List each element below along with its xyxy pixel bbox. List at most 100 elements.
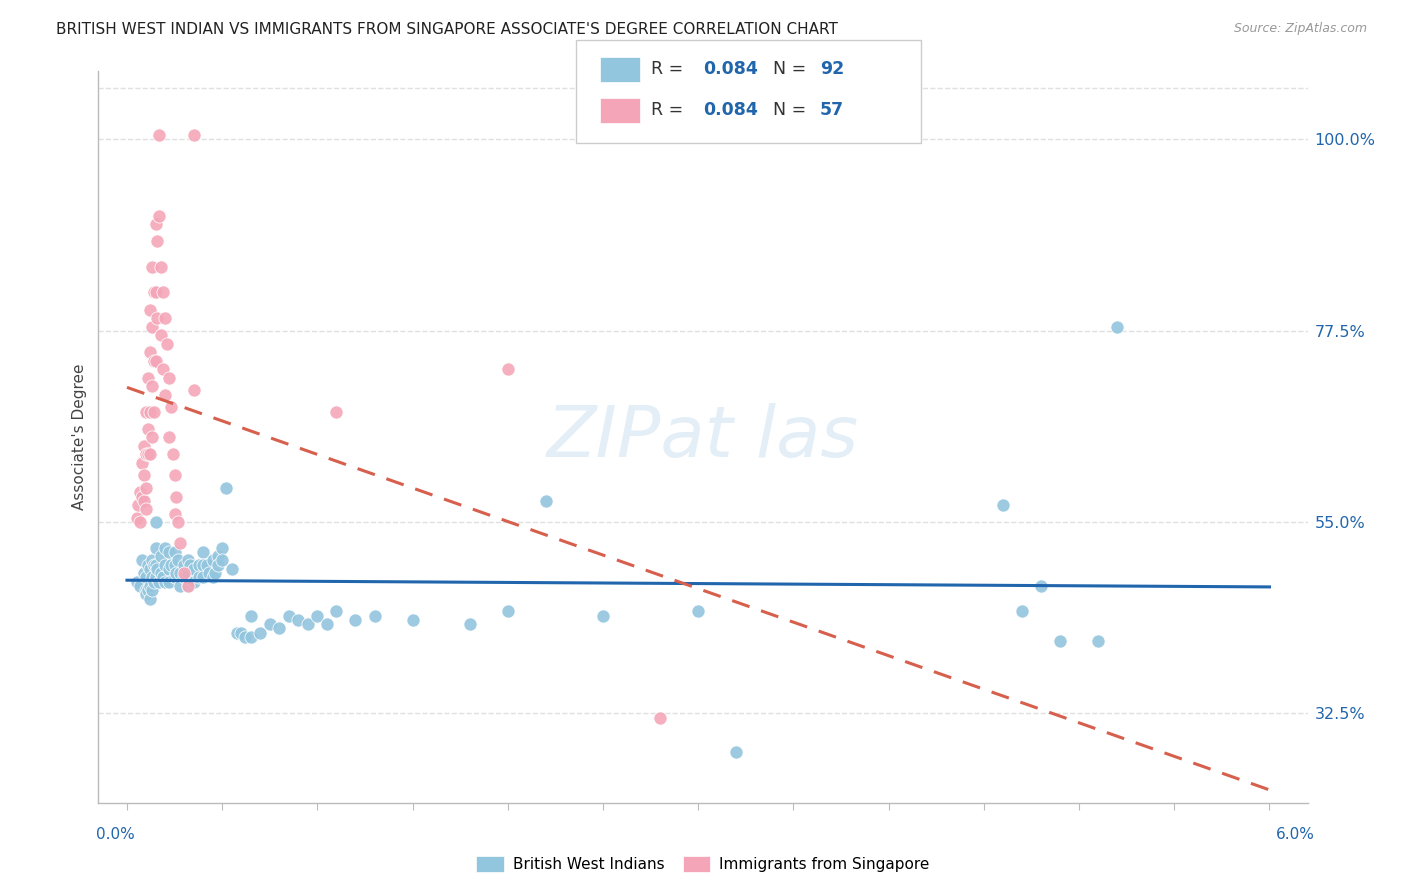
Point bbox=[145, 353, 167, 368]
Point bbox=[148, 128, 170, 143]
Point bbox=[153, 311, 176, 326]
Point bbox=[145, 285, 167, 300]
Point bbox=[239, 608, 262, 623]
Point bbox=[131, 456, 153, 470]
Point bbox=[211, 541, 233, 555]
Point bbox=[233, 630, 256, 644]
Point bbox=[201, 553, 224, 567]
Point bbox=[148, 574, 170, 589]
Text: ZIPat las: ZIPat las bbox=[547, 402, 859, 472]
Point bbox=[211, 553, 233, 567]
Point bbox=[141, 570, 163, 584]
Point bbox=[163, 545, 186, 559]
Point bbox=[183, 562, 205, 576]
Point bbox=[163, 468, 186, 483]
Point bbox=[136, 447, 159, 461]
Point bbox=[183, 574, 205, 589]
Text: R =: R = bbox=[651, 102, 689, 120]
Point bbox=[146, 235, 169, 249]
Point bbox=[145, 515, 167, 529]
Point bbox=[142, 574, 165, 589]
Point bbox=[173, 570, 195, 584]
Point bbox=[259, 617, 281, 632]
Point bbox=[534, 494, 557, 508]
Point bbox=[134, 439, 156, 453]
Point bbox=[163, 570, 186, 584]
Point bbox=[167, 515, 190, 529]
Point bbox=[221, 562, 243, 576]
Point bbox=[231, 625, 253, 640]
Point bbox=[269, 622, 291, 636]
Point bbox=[173, 566, 195, 581]
Point bbox=[142, 353, 165, 368]
Point bbox=[277, 608, 299, 623]
Point bbox=[146, 562, 169, 576]
Point bbox=[156, 336, 179, 351]
Point bbox=[173, 558, 195, 572]
Point bbox=[135, 570, 157, 584]
Point bbox=[153, 574, 176, 589]
Point bbox=[169, 579, 191, 593]
Point bbox=[142, 558, 165, 572]
Point bbox=[344, 613, 367, 627]
Point bbox=[134, 494, 156, 508]
Point bbox=[150, 566, 173, 581]
Point bbox=[177, 553, 200, 567]
Point bbox=[141, 319, 163, 334]
Point bbox=[177, 566, 200, 581]
Point bbox=[1049, 634, 1071, 648]
Point bbox=[150, 260, 173, 274]
Point bbox=[141, 583, 163, 598]
Point bbox=[129, 515, 152, 529]
Point bbox=[650, 711, 672, 725]
Point bbox=[142, 404, 165, 418]
Text: 0.0%: 0.0% bbox=[96, 827, 135, 841]
Point bbox=[325, 604, 347, 618]
Point bbox=[204, 566, 226, 581]
Point bbox=[239, 630, 262, 644]
Point bbox=[363, 608, 385, 623]
Point bbox=[127, 498, 149, 512]
Point bbox=[136, 583, 159, 598]
Point bbox=[191, 570, 214, 584]
Point bbox=[157, 574, 180, 589]
Point bbox=[131, 490, 153, 504]
Point bbox=[136, 370, 159, 384]
Point bbox=[145, 218, 167, 232]
Point bbox=[177, 579, 200, 593]
Point bbox=[141, 260, 163, 274]
Point bbox=[141, 379, 163, 393]
Point bbox=[991, 498, 1014, 512]
Point bbox=[157, 430, 180, 444]
Point bbox=[177, 579, 200, 593]
Point bbox=[139, 302, 162, 317]
Point bbox=[134, 566, 156, 581]
Text: 6.0%: 6.0% bbox=[1275, 827, 1315, 841]
Point bbox=[135, 481, 157, 495]
Point bbox=[183, 128, 205, 143]
Text: 57: 57 bbox=[820, 102, 844, 120]
Point bbox=[141, 430, 163, 444]
Point bbox=[166, 566, 188, 581]
Point bbox=[129, 485, 152, 500]
Point bbox=[152, 285, 174, 300]
Point bbox=[157, 562, 180, 576]
Point bbox=[139, 447, 162, 461]
Point bbox=[226, 625, 249, 640]
Point bbox=[688, 604, 710, 618]
Text: 0.084: 0.084 bbox=[703, 102, 758, 120]
Point bbox=[162, 447, 184, 461]
Point bbox=[134, 468, 156, 483]
Point bbox=[139, 404, 162, 418]
Point bbox=[188, 558, 211, 572]
Point bbox=[163, 558, 186, 572]
Point bbox=[496, 604, 519, 618]
Point bbox=[249, 625, 271, 640]
Point bbox=[166, 490, 188, 504]
Point bbox=[183, 384, 205, 398]
Point bbox=[297, 617, 319, 632]
Point bbox=[153, 541, 176, 555]
Text: BRITISH WEST INDIAN VS IMMIGRANTS FROM SINGAPORE ASSOCIATE'S DEGREE CORRELATION : BRITISH WEST INDIAN VS IMMIGRANTS FROM S… bbox=[56, 22, 838, 37]
Point bbox=[146, 311, 169, 326]
Point bbox=[458, 617, 481, 632]
